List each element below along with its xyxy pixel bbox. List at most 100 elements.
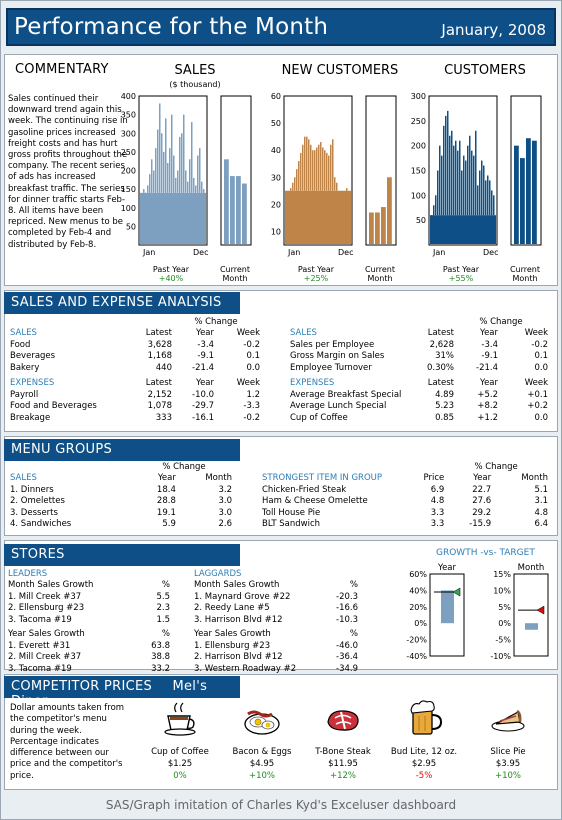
- table-row: 2. Omelettes 28.8 3.0: [10, 496, 232, 508]
- store-name: 1. Maynard Grove #22: [194, 591, 291, 602]
- store-value: 63.8: [151, 640, 170, 651]
- sales-ytick: 100: [121, 204, 136, 213]
- sales-daily-bar: [163, 151, 165, 193]
- section-label: EXPENSES: [10, 378, 55, 389]
- new-customers-daily-bar: [306, 136, 308, 191]
- sales-daily-bar: [189, 159, 191, 193]
- column-header: Week: [236, 328, 260, 339]
- new-customers-past-value: +25%: [304, 274, 329, 283]
- column-header: Year: [196, 378, 214, 389]
- sales-daily-bar: [165, 118, 167, 193]
- table-value: 3.0: [218, 496, 232, 507]
- store-name: 3. Western Roadway #2: [194, 663, 297, 674]
- table-value: 5.1: [534, 484, 548, 495]
- competitor-item-name: Slice Pie: [490, 747, 525, 757]
- new-customers-month-label: Current: [365, 265, 395, 274]
- competitor-item-pct: -5%: [416, 771, 433, 781]
- growth-target-title: GROWTH -vs- TARGET: [436, 548, 535, 558]
- yolk2: [265, 722, 271, 728]
- row-label: 4. Sandwiches: [10, 519, 72, 530]
- spacer: [290, 316, 404, 328]
- section-label: LEADERS: [8, 568, 48, 579]
- customers-daily-bar: [475, 130, 477, 216]
- row-label: 3. Desserts: [10, 507, 58, 518]
- year-gauge-tick: -20%: [406, 636, 427, 645]
- new-customers-x-start: Jan: [287, 248, 300, 257]
- table-value: +0.1: [527, 389, 548, 400]
- customers-ytick: 150: [411, 167, 426, 176]
- new-customers-daily-bar: [326, 152, 328, 191]
- store-value: -16.6: [336, 603, 358, 614]
- customers-daily-bar: [451, 130, 453, 216]
- customers-daily-bar: [455, 140, 457, 216]
- column-header: Year: [157, 473, 176, 484]
- store-value: 38.8: [151, 652, 170, 663]
- new-customers-daily-bar: [318, 144, 320, 191]
- cup-handle: [187, 718, 195, 730]
- sales-past-label: Past Year: [153, 265, 190, 274]
- new-customers-daily-bar: [314, 150, 316, 191]
- table-value: -9.1: [481, 351, 498, 362]
- table-row: Chicken-Fried Steak 6.9 22.7 5.1: [262, 484, 548, 496]
- competitor-item-price: $3.95: [496, 759, 520, 769]
- table-value: 440: [155, 362, 172, 373]
- new-customers-daily-bar: [298, 161, 300, 191]
- table-value: 5.9: [162, 519, 176, 530]
- stores-laggards: LAGGARDS Month Sales Growth% 1. Maynard Gr…: [194, 568, 358, 675]
- table-value: 1,078: [147, 401, 172, 412]
- row-label: BLT Sandwich: [262, 519, 321, 530]
- customers-daily-bar: [461, 170, 463, 216]
- table-value: -3.3: [243, 401, 260, 412]
- sales-daily-bar: [179, 136, 181, 193]
- row-label: Average Breakfast Special: [290, 389, 402, 400]
- store-name: 2. Reedy Lane #5: [194, 603, 270, 614]
- table-row: 2. Reedy Lane #5 -16.6: [194, 603, 358, 615]
- sales-expense-table-right: % Change SALES Latest Year Week Sales per Emp…: [290, 316, 548, 424]
- foam: [410, 700, 435, 714]
- column-header: Year Sales Growth: [8, 629, 85, 640]
- menu-groups-right: % Change STRONGEST ITEM IN GROUP Price Year…: [262, 461, 548, 530]
- section-label: SALES: [10, 473, 37, 484]
- competitor-item-name: Bacon & Eggs: [233, 747, 292, 757]
- sales-ytick: 50: [126, 222, 136, 231]
- sales-daily-bar: [155, 148, 157, 193]
- customers-daily-bar: [469, 135, 471, 216]
- row-label: Average Lunch Special: [290, 401, 387, 412]
- customers-daily-bar: [439, 145, 441, 216]
- customers-monthly-bar: [520, 158, 525, 244]
- table-value: 0.1: [246, 351, 260, 362]
- growth-svg: Year 60% 40% 20% 0% -20% -40% Month 15% 10% 5% 0% -5…: [406, 563, 549, 661]
- customers-ytick: 250: [411, 117, 426, 126]
- pct-change-label: % Change: [474, 461, 518, 472]
- bacon-eggs-icon: [244, 710, 280, 735]
- sales-daily-bar: [187, 181, 189, 193]
- customers-daily-bar: [441, 155, 443, 216]
- customers-daily-bar: [437, 170, 439, 216]
- column-header: %: [161, 580, 170, 591]
- year-gauge-bar: [441, 590, 454, 624]
- new-customers-monthly-bar: [375, 212, 380, 244]
- new-customers-ytick: 20: [271, 200, 281, 209]
- customers-ytick: 200: [411, 142, 426, 151]
- customers-daily-bar: [481, 160, 483, 216]
- table-row: 3. Desserts 19.1 3.0: [10, 507, 232, 519]
- row-label: Sales per Employee: [290, 339, 375, 350]
- spacer: [120, 316, 172, 328]
- customers-daily-bar: [485, 180, 487, 216]
- table-value: 2,152: [147, 389, 172, 400]
- new-customers-daily-bar: [302, 144, 304, 191]
- table-value: 31%: [435, 351, 454, 362]
- spacer: [141, 568, 170, 580]
- table-value: 3,628: [147, 339, 172, 350]
- competitor-svg: Cup of Coffee $1.25 0% Bacon & Eggs $4.95 +10…: [151, 700, 526, 781]
- stores-leaders: LEADERS Month Sales Growth% 1. Mill Creek …: [8, 568, 170, 675]
- sales-ytick: 300: [121, 129, 136, 138]
- competitor-item-price: $11.95: [328, 759, 358, 769]
- customers-month-label2: Month: [512, 274, 537, 283]
- month-gauge-tick: 15%: [493, 570, 511, 579]
- competitor-item-pct: +12%: [330, 771, 356, 781]
- store-name: 2. Harrison Blvd #12: [194, 652, 283, 663]
- stores-table: LAGGARDS Month Sales Growth% 1. Maynard Gr…: [194, 568, 358, 675]
- store-value: -20.3: [336, 591, 358, 602]
- table-row: Toll House Pie 3.3 29.2 4.8: [262, 507, 548, 519]
